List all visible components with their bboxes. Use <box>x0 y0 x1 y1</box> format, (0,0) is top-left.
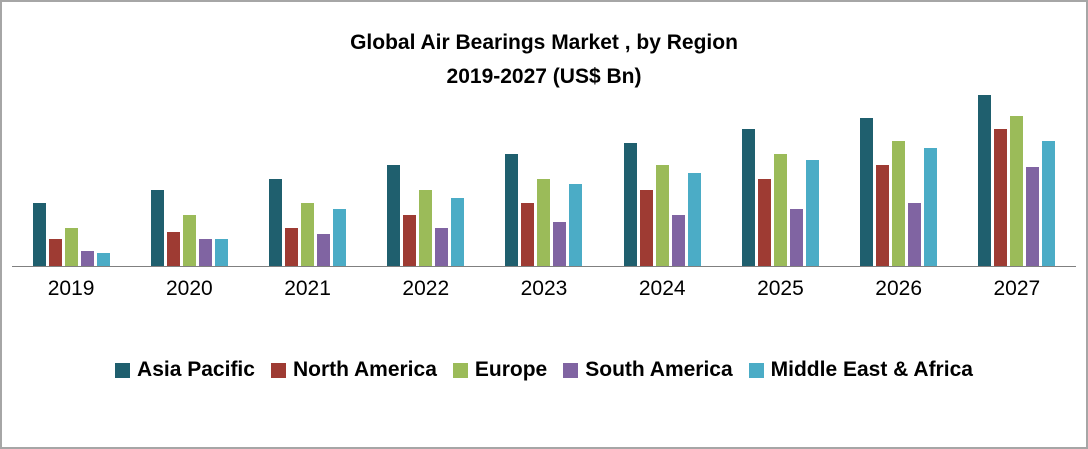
bar-middle-east-africa-2023 <box>569 184 583 266</box>
x-tick-2020: 2020 <box>165 277 213 300</box>
bar-south-america-2027 <box>1026 167 1040 266</box>
chart-title-line2: 2019-2027 (US$ Bn) <box>446 64 642 88</box>
bar-asia-pacific-2025 <box>741 129 755 266</box>
bar-asia-pacific-2027 <box>978 95 992 266</box>
bar-europe-2026 <box>892 140 906 266</box>
bar-asia-pacific-2019 <box>32 203 46 266</box>
x-tick-2025: 2025 <box>757 277 804 300</box>
bar-south-america-2021 <box>317 233 331 266</box>
bar-south-america-2022 <box>435 228 449 266</box>
bar-middle-east-africa-2020 <box>214 239 228 266</box>
legend-label-asia-pacific: Asia Pacific <box>137 358 255 381</box>
legend-label-middle-east-africa: Middle East & Africa <box>770 358 973 381</box>
bar-asia-pacific-2024 <box>623 142 637 266</box>
bar-europe-2020 <box>182 214 196 266</box>
x-tick-2023: 2023 <box>520 277 568 300</box>
legend-item-europe: Europe <box>452 358 548 382</box>
bar-north-america-2019 <box>48 239 62 266</box>
bar-middle-east-africa-2026 <box>924 148 938 266</box>
legend-swatch-middle-east-africa <box>748 362 764 378</box>
legend-item-asia-pacific: Asia Pacific <box>115 358 255 382</box>
bar-south-america-2026 <box>908 203 922 266</box>
legend-label-north-america: North America <box>292 358 437 381</box>
bar-south-america-2023 <box>553 222 567 266</box>
plot-area <box>12 76 1076 267</box>
bar-south-america-2025 <box>789 209 803 266</box>
bar-europe-2021 <box>301 203 315 266</box>
legend: Asia Pacific North America Europe South Ame… <box>2 358 1086 382</box>
bar-middle-east-africa-2021 <box>333 209 347 266</box>
x-axis-labels: 2019 2020 2021 2022 2023 2024 2025 2026 2027 <box>12 277 1076 301</box>
bar-asia-pacific-2026 <box>860 117 874 266</box>
bar-middle-east-africa-2022 <box>451 197 465 266</box>
chart-title-line1: Global Air Bearings Market , by Region <box>350 31 738 54</box>
bar-asia-pacific-2022 <box>387 165 401 266</box>
bar-middle-east-africa-2025 <box>805 159 819 266</box>
x-tick-2026: 2026 <box>875 277 922 300</box>
bar-europe-2025 <box>773 153 787 266</box>
bar-north-america-2022 <box>403 214 417 266</box>
legend-item-south-america: South America <box>563 358 733 382</box>
x-tick-2024: 2024 <box>638 277 686 300</box>
bar-group-2024 <box>623 142 701 266</box>
bar-europe-2027 <box>1010 115 1024 266</box>
x-tick-2019: 2019 <box>47 277 95 300</box>
plot-wrap: 2019 2020 2021 2022 2023 2024 2025 2026 2027 <box>12 76 1076 301</box>
x-tick-2022: 2022 <box>402 277 450 300</box>
bar-group-2026 <box>860 117 938 266</box>
bar-europe-2022 <box>419 190 433 266</box>
bar-europe-2024 <box>655 165 669 266</box>
bar-north-america-2020 <box>166 231 180 266</box>
legend-swatch-europe <box>452 362 468 378</box>
legend-label-south-america: South America <box>585 358 733 381</box>
x-tick-2021: 2021 <box>284 277 331 300</box>
bar-north-america-2023 <box>521 203 535 266</box>
bar-group-2023 <box>505 153 583 266</box>
bar-south-america-2024 <box>671 214 685 266</box>
bar-south-america-2019 <box>80 250 94 266</box>
bar-north-america-2025 <box>757 178 771 266</box>
x-tick-2027: 2027 <box>993 277 1041 300</box>
bar-middle-east-africa-2027 <box>1042 140 1056 266</box>
legend-item-middle-east-africa: Middle East & Africa <box>748 358 973 382</box>
legend-label-europe: Europe <box>474 358 548 381</box>
bar-asia-pacific-2020 <box>150 190 164 266</box>
bar-group-2019 <box>32 203 110 266</box>
legend-item-north-america: North America <box>270 358 437 382</box>
bar-middle-east-africa-2019 <box>96 252 110 266</box>
legend-swatch-north-america <box>270 362 286 378</box>
bar-europe-2019 <box>64 228 78 266</box>
bar-group-2025 <box>741 129 819 266</box>
bar-south-america-2020 <box>198 239 212 266</box>
bar-north-america-2024 <box>639 190 653 266</box>
bar-north-america-2021 <box>285 228 299 266</box>
legend-swatch-south-america <box>563 362 579 378</box>
chart-title: Global Air Bearings Market , by Region 2… <box>2 26 1086 93</box>
bar-north-america-2026 <box>876 165 890 266</box>
bar-group-2027 <box>978 95 1056 266</box>
bar-asia-pacific-2021 <box>269 178 283 266</box>
bar-group-2021 <box>269 178 347 266</box>
bar-asia-pacific-2023 <box>505 153 519 266</box>
bar-group-2022 <box>387 165 465 266</box>
bar-north-america-2027 <box>994 129 1008 266</box>
bar-europe-2023 <box>537 178 551 266</box>
bar-middle-east-africa-2024 <box>687 172 701 266</box>
legend-swatch-asia-pacific <box>115 362 131 378</box>
bar-group-2020 <box>150 190 228 266</box>
